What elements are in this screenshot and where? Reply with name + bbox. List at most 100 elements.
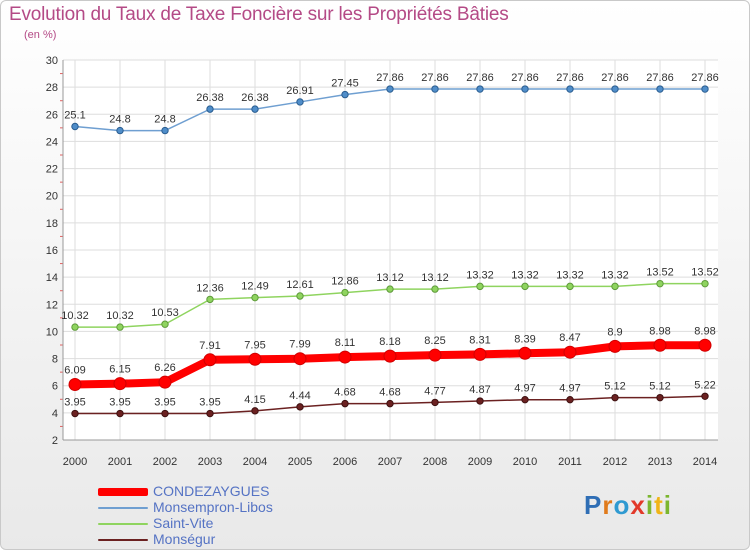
y-tick-label: 6 (52, 381, 58, 393)
x-tick-label: 2007 (378, 456, 402, 468)
data-point (521, 395, 529, 404)
data-point (113, 377, 127, 391)
data-point (611, 393, 619, 402)
data-label: 4.68 (334, 387, 355, 399)
data-point (566, 395, 574, 404)
logo-letter: P (584, 490, 603, 520)
x-tick-label: 2011 (558, 456, 582, 468)
x-tick-label: 2009 (468, 456, 492, 468)
data-label: 13.32 (466, 269, 494, 281)
proxiti-logo: Proxiti (584, 490, 672, 521)
data-label: 13.32 (601, 269, 629, 281)
x-tick-label: 2014 (693, 456, 717, 468)
data-point (431, 85, 439, 93)
data-point (161, 126, 169, 135)
data-label: 5.22 (694, 379, 715, 391)
data-label: 13.12 (376, 272, 404, 284)
logo-letter: r (602, 490, 614, 520)
data-point (611, 282, 619, 291)
data-point (701, 279, 709, 288)
data-point (71, 323, 79, 331)
data-point (71, 122, 79, 131)
data-point (476, 282, 484, 291)
chart-title: Evolution du Taux de Taxe Foncière sur l… (9, 4, 509, 25)
data-label: 4.97 (559, 383, 580, 395)
data-label: 10.32 (61, 310, 89, 322)
data-label: 27.45 (331, 78, 359, 90)
data-point (293, 352, 307, 366)
data-label: 26.91 (286, 85, 314, 97)
data-label: 13.52 (646, 267, 674, 279)
data-label: 13.32 (511, 269, 539, 281)
y-tick-label: 26 (46, 109, 58, 121)
y-tick-label: 10 (46, 326, 58, 338)
data-label: 3.95 (109, 397, 130, 409)
chart-subtitle: (en %) (24, 29, 57, 41)
data-label: 27.86 (466, 72, 494, 84)
data-point (563, 345, 577, 359)
data-point (206, 409, 214, 418)
data-label: 27.86 (646, 72, 674, 84)
data-point (386, 85, 394, 93)
data-label: 27.86 (376, 72, 404, 84)
x-tick-label: 2001 (108, 456, 132, 468)
data-point (296, 292, 304, 300)
data-point (566, 85, 574, 93)
data-point (698, 338, 712, 352)
data-label: 8.11 (335, 337, 356, 349)
legend-swatch (98, 488, 148, 496)
x-tick-label: 2003 (198, 456, 222, 468)
data-point (701, 392, 709, 400)
data-point (656, 279, 664, 288)
data-label: 26.38 (241, 92, 269, 104)
y-tick-label: 14 (46, 272, 58, 284)
data-label: 8.39 (514, 333, 535, 345)
data-point (203, 353, 217, 367)
x-tick-label: 2004 (243, 456, 267, 468)
data-label: 8.98 (694, 325, 715, 337)
y-tick-label: 12 (46, 299, 58, 311)
data-point (251, 293, 259, 302)
data-point (206, 105, 214, 113)
data-label: 12.61 (286, 279, 314, 291)
data-label: 12.49 (241, 281, 269, 293)
data-label: 12.36 (196, 282, 224, 294)
y-tick-label: 24 (46, 136, 58, 148)
data-point (251, 105, 259, 113)
data-point (341, 288, 349, 297)
data-label: 27.86 (511, 72, 539, 84)
legend-label: Monsempron-Libos (153, 499, 273, 515)
data-label: 5.12 (649, 381, 670, 393)
data-point (608, 339, 622, 353)
data-point (116, 409, 124, 418)
data-label: 6.09 (64, 364, 85, 376)
data-label: 4.15 (244, 394, 265, 406)
data-label: 24.8 (109, 114, 130, 126)
y-tick-label: 2 (52, 435, 58, 447)
data-label: 8.25 (424, 335, 445, 347)
data-label: 8.31 (469, 334, 490, 346)
y-tick-label: 8 (52, 354, 58, 366)
data-label: 24.8 (154, 114, 175, 126)
data-label: 5.12 (604, 381, 625, 393)
data-label: 7.95 (244, 339, 265, 351)
data-point (161, 320, 169, 328)
data-point (701, 85, 709, 93)
data-point (338, 350, 352, 364)
x-tick-label: 2010 (513, 456, 537, 468)
data-point (71, 409, 79, 418)
y-tick-label: 22 (46, 164, 58, 176)
data-label: 27.86 (421, 72, 449, 84)
data-point (116, 126, 124, 135)
legend-label: CONDEZAYGUES (153, 483, 270, 499)
data-point (296, 98, 304, 106)
data-label: 27.86 (691, 72, 719, 84)
data-point (161, 409, 169, 418)
data-label: 3.95 (64, 397, 85, 409)
data-label: 4.87 (469, 384, 490, 396)
data-point (428, 348, 442, 362)
logo-letter: i (645, 490, 655, 520)
data-label: 8.47 (559, 332, 580, 344)
data-point (158, 375, 172, 389)
